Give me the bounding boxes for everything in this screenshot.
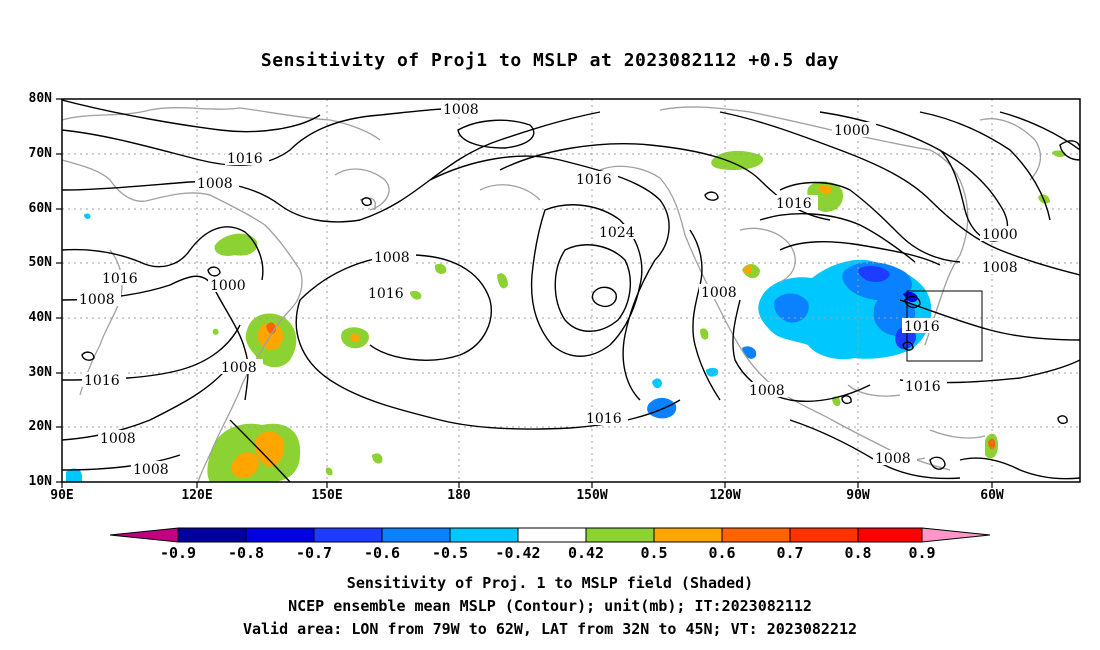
contour-label-1016-h: 1016 <box>905 379 941 395</box>
colorbar-cell-2 <box>313 527 383 543</box>
shade-negative-small <box>84 213 91 219</box>
shade-positive-small-8 <box>212 328 219 335</box>
colorbar-cell-4 <box>449 527 519 543</box>
lon-label-90w: 90W <box>846 488 870 503</box>
lon-label-120w: 120W <box>709 488 741 503</box>
contour-label-1000-b: 1000 <box>834 123 870 139</box>
contour-label-1008-c: 1008 <box>79 292 115 308</box>
colorbar-label-6: 0.42 <box>567 544 605 562</box>
contour-label-1016-i: 1016 <box>586 411 622 427</box>
sensitivity-shading <box>66 150 1066 482</box>
colorbar-label-9: 0.7 <box>776 544 804 562</box>
contour-label-1008-k: 1008 <box>875 451 911 467</box>
colorbar-cell-5 <box>517 527 587 543</box>
contour-label-1008-a: 1008 <box>443 102 479 118</box>
lat-label-30n: 30N <box>28 365 52 380</box>
shade-positive-small-4 <box>372 453 383 464</box>
shade-orange-hudson <box>818 184 832 195</box>
contour-labels: 1008 1016 1008 1016 1000 1008 1008 1016 … <box>79 102 1018 478</box>
lon-label-90e: 90E <box>50 488 74 503</box>
shade-negative-east-us-3 <box>774 293 809 323</box>
contour-label-1000-a: 1000 <box>210 278 246 294</box>
contour-label-1008-h: 1008 <box>749 383 785 399</box>
lat-label-80n: 80N <box>28 91 52 106</box>
lon-label-60w: 60W <box>980 488 1004 503</box>
lat-label-20n: 20N <box>28 419 52 434</box>
colorbar <box>109 527 991 543</box>
colorbar-cell-0 <box>177 527 247 543</box>
contour-label-1016-b: 1016 <box>102 271 138 287</box>
contour-label-1008-b: 1008 <box>197 176 233 192</box>
colorbar-cell-7 <box>653 527 723 543</box>
axis-ticks <box>56 98 993 488</box>
colorbar-label-2: -0.7 <box>295 544 333 562</box>
colorbar-cell-3 <box>381 527 451 543</box>
lat-label-70n: 70N <box>28 146 52 161</box>
caption-line-3: Valid area: LON from 79W to 62W, LAT fro… <box>242 620 858 638</box>
lat-label-50n: 50N <box>28 255 52 270</box>
contour-label-1008-d: 1008 <box>221 360 257 376</box>
lat-label-10n: 10N <box>28 474 52 489</box>
contour-label-1000-c: 1000 <box>982 227 1018 243</box>
colorbar-label-5: -0.42 <box>495 544 541 562</box>
colorbar-label-0: -0.9 <box>159 544 197 562</box>
contour-label-1016-a: 1016 <box>227 151 263 167</box>
contour-label-1016-d: 1016 <box>368 286 404 302</box>
colorbar-label-8: 0.6 <box>708 544 736 562</box>
shade-negative-pac-3 <box>706 367 719 377</box>
colorbar-label-7: 0.5 <box>640 544 668 562</box>
colorbar-label-3: -0.6 <box>363 544 401 562</box>
contour-label-1024: 1024 <box>599 225 635 241</box>
shade-negative-westatl <box>66 468 82 482</box>
colorbar-cell-6 <box>585 527 655 543</box>
shade-negative-pac-1 <box>647 397 677 419</box>
shade-positive-arctic <box>711 150 764 170</box>
colorbar-label-1: -0.8 <box>227 544 265 562</box>
contour-label-1016-f: 1016 <box>776 196 812 212</box>
contour-label-1016-g: 1016 <box>904 319 940 335</box>
colorbar-cell-9 <box>789 527 859 543</box>
shade-orange-central-pac <box>350 333 360 343</box>
contour-label-1008-i: 1008 <box>100 431 136 447</box>
contour-label-1008-e: 1008 <box>374 250 410 266</box>
lon-label-120e: 120E <box>181 488 213 503</box>
contour-label-1016-c: 1016 <box>84 373 120 389</box>
colorbar-high-arrow <box>921 527 991 543</box>
lon-label-180: 180 <box>447 488 471 503</box>
caption-line-2: NCEP ensemble mean MSLP (Contour); unit(… <box>288 597 812 615</box>
colorbar-low-arrow <box>109 527 179 543</box>
colorbar-cell-1 <box>245 527 315 543</box>
colorbar-label-10: 0.8 <box>844 544 872 562</box>
shade-orange-small <box>744 265 753 275</box>
contour-label-1016-e: 1016 <box>576 172 612 188</box>
colorbar-cell-10 <box>857 527 923 543</box>
colorbar-label-11: 0.9 <box>908 544 936 562</box>
shade-negative-core-3 <box>858 266 890 282</box>
colorbar-cell-8 <box>721 527 791 543</box>
colorbar-label-4: -0.5 <box>431 544 469 562</box>
lon-label-150e: 150E <box>311 488 343 503</box>
contour-label-1008-g: 1008 <box>982 260 1018 276</box>
shade-positive-korea <box>214 233 258 256</box>
shade-positive-small-3 <box>497 273 508 289</box>
lon-label-150w: 150W <box>576 488 608 503</box>
lat-label-40n: 40N <box>28 310 52 325</box>
shade-positive-small-2 <box>410 290 422 300</box>
shade-orange-southchina-2 <box>254 431 285 467</box>
map-title: Sensitivity of Proj1 to MSLP at 20230821… <box>260 50 840 71</box>
shade-orange-southchina <box>231 452 259 479</box>
plot-frame <box>61 98 1081 483</box>
shade-positive-small-1 <box>434 263 447 274</box>
shade-positive-small-7 <box>700 328 709 340</box>
contour-label-1008-j: 1008 <box>133 462 169 478</box>
shade-negative-pac-2 <box>652 378 662 389</box>
shade-positive-small-5 <box>325 467 333 476</box>
lat-label-60n: 60N <box>28 201 52 216</box>
caption-line-1: Sensitivity of Proj. 1 to MSLP field (Sh… <box>346 574 754 592</box>
contour-label-1008-f: 1008 <box>701 285 737 301</box>
shade-orange-carib <box>988 438 996 450</box>
